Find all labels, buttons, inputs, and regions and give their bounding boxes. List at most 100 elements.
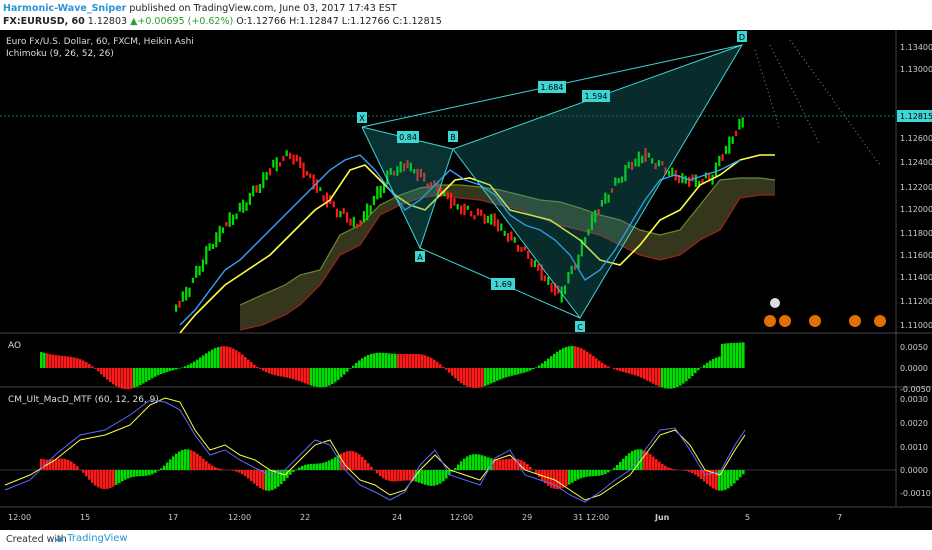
candle [399,161,402,173]
candle [641,155,644,164]
ao-bar [133,368,136,388]
macd-histogram-bar [280,470,283,484]
macd-histogram-bar [307,464,310,470]
svg-text:24: 24 [392,513,402,522]
symbol-label: FX:EURUSD, 60 [3,16,85,27]
macd-histogram-bar [643,450,646,471]
ao-bar [532,368,535,370]
svg-text:31: 31 [573,513,583,522]
ao-bar [163,368,166,373]
candle [322,195,325,202]
svg-text:17: 17 [168,513,178,522]
ao-bar [181,367,184,368]
macd-histogram-bar [607,470,610,473]
candle [527,250,530,259]
ao-bar [523,368,526,373]
candle [493,213,496,227]
candle [644,148,647,162]
candle [319,187,322,192]
ao-bar [124,368,127,390]
candle [349,218,352,226]
macd-axis: 0.0030 0.0020 0.0010 0.0000 -0.0010 [900,395,931,498]
ao-bar [721,343,724,369]
ao-bar [598,360,601,369]
ao-bar [307,368,310,385]
ao-bar [145,368,148,382]
candle [305,171,308,176]
svg-text:1.12000: 1.12000 [900,205,932,214]
macd-histogram-bar [91,470,94,483]
ao-bar [103,368,106,377]
open-label: O: [236,16,247,27]
candle [731,136,734,144]
macd-histogram-bar [160,468,163,471]
ao-bar [238,352,241,369]
ao-bar [499,368,502,380]
candle [587,229,590,236]
candle [701,179,704,184]
svg-text:1.11800: 1.11800 [900,229,932,238]
candle [503,230,506,236]
ao-bar [595,358,598,368]
author-link[interactable]: Harmonic-Wave_Sniper [3,3,127,14]
candle [278,162,282,167]
low-label: L: [341,16,351,27]
macd-histogram-bar [196,453,199,471]
ao-bar [337,368,340,380]
macd-histogram-bar [331,458,334,471]
tradingview-logo[interactable]: ☁ TradingView [54,533,128,544]
svg-text:12:00: 12:00 [450,513,473,522]
macd-histogram-bar [340,453,343,471]
ao-bar [211,349,214,368]
candle [584,237,587,245]
ao-bar [439,364,442,368]
candle [671,167,674,177]
candle [446,191,449,200]
macd-histogram-bar [415,470,418,482]
candle [295,154,298,162]
candle [406,159,409,169]
macd-histogram-bar [625,455,628,470]
ao-bar [265,368,268,373]
macd-histogram-bar [85,470,88,477]
macd-histogram-bar [388,470,391,481]
candle [436,181,439,195]
ao-bar [631,368,634,375]
candle [517,244,520,252]
macd-histogram-bar [67,459,70,471]
ao-bar [73,357,76,369]
ao-bar [613,368,616,370]
ao-bar [529,368,532,371]
candle [637,151,640,167]
candle [698,180,701,187]
macd-histogram-bar [718,470,721,491]
svg-text:0.0030: 0.0030 [900,395,928,404]
ao-bar [652,368,655,384]
ao-bar [241,354,244,369]
macd-histogram-bar [370,466,373,471]
candle [470,210,473,217]
candle [339,211,342,218]
candle [721,154,724,161]
macd-histogram-bar [427,470,430,486]
ao-title: AO [8,341,21,351]
chart-area[interactable]: X A B C D 0.84 1.69 1.684 1.594 Euro Fx/… [0,30,932,530]
point-label: X [359,114,365,123]
macd-histogram-bar [439,470,442,484]
macd-histogram-bar [106,470,109,489]
svg-text:1.11000: 1.11000 [900,321,932,330]
svg-text:7: 7 [837,513,842,522]
macd-histogram-bar [268,470,271,491]
macd-histogram-bar [529,466,532,470]
event-icon [779,315,791,327]
candle [570,265,573,275]
macd-histogram-bar [43,459,46,470]
ao-bar [223,346,226,368]
ao-bar [169,368,172,372]
ao-bar [373,353,376,369]
candle [382,183,386,194]
svg-text:15: 15 [80,513,90,522]
macd-histogram-bar [139,470,142,477]
macd-histogram-bar [598,470,601,476]
ao-bar [421,354,424,369]
